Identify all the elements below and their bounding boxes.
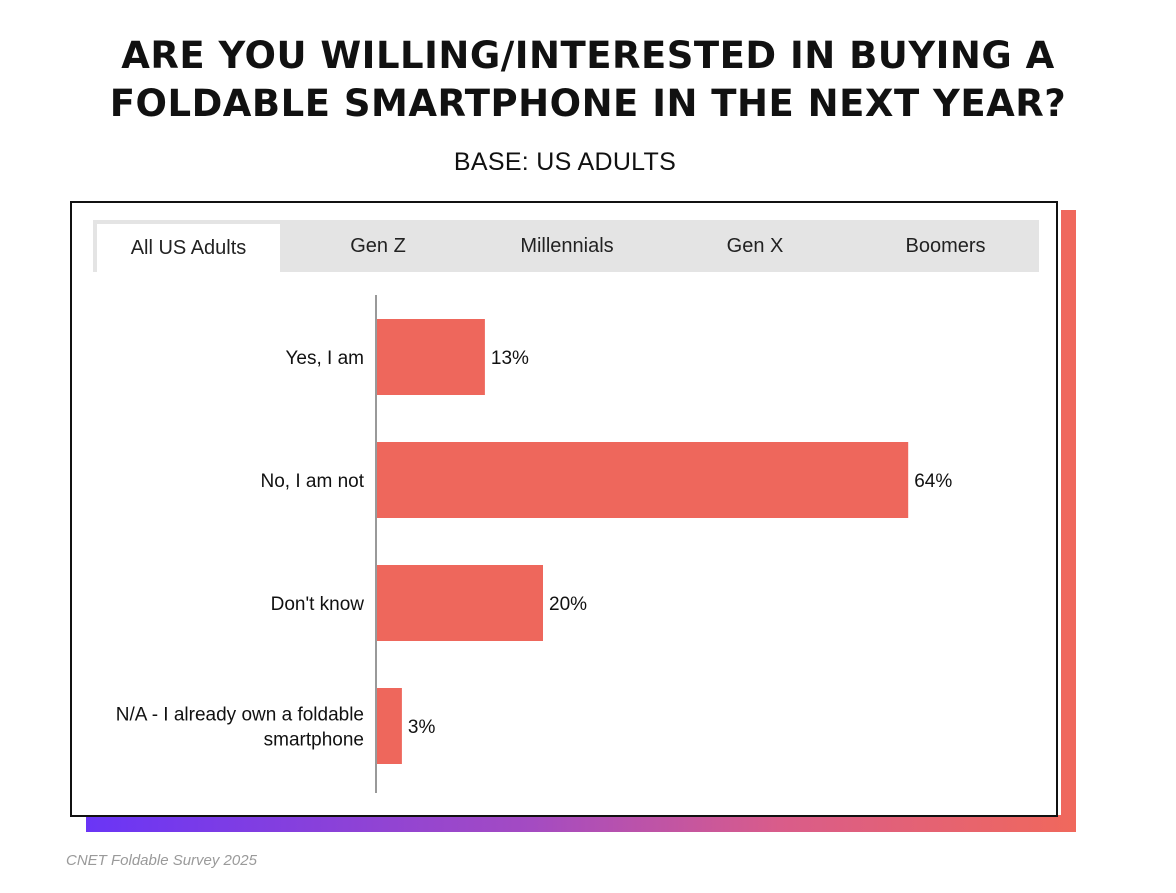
category-label-2-line-0: Don't know <box>271 594 365 615</box>
tab-gen-x[interactable]: Gen X <box>726 234 784 257</box>
category-label-3-line-1: smartphone <box>264 730 364 751</box>
tab-all-us-adults[interactable]: All US Adults <box>97 224 280 272</box>
bar-1 <box>377 442 909 518</box>
bar-3 <box>377 688 402 764</box>
chart-title: ARE YOU WILLING/INTERESTED IN BUYING A F… <box>0 32 1176 128</box>
bar-2 <box>377 565 543 641</box>
audience-tabs: All US Adults Gen Z Millennials Gen X Bo… <box>93 220 1039 272</box>
value-label-1: 64% <box>914 471 952 492</box>
category-label-3: N/A - I already own a foldable smartphone <box>116 705 364 751</box>
tab-millennials[interactable]: Millennials <box>520 234 614 257</box>
category-label-0: Yes, I am <box>285 348 364 369</box>
category-label-2: Don't know <box>271 594 365 615</box>
bar-0 <box>377 319 485 395</box>
value-label-0: 13% <box>491 348 529 369</box>
value-label-3: 3% <box>408 717 436 738</box>
chart-title-line-1: ARE YOU WILLING/INTERESTED IN BUYING A <box>121 34 1055 77</box>
tab-gen-z[interactable]: Gen Z <box>350 234 406 257</box>
category-label-0-line-0: Yes, I am <box>285 348 364 369</box>
source-note: CNET Foldable Survey 2025 <box>66 852 257 869</box>
chart-title-line-2: FOLDABLE SMARTPHONE IN THE NEXT YEAR? <box>109 82 1067 125</box>
category-label-1-line-0: No, I am not <box>261 471 365 492</box>
value-label-2: 20% <box>549 594 587 615</box>
tab-boomers[interactable]: Boomers <box>905 234 986 257</box>
chart-card: All US Adults Gen Z Millennials Gen X Bo… <box>70 201 1058 817</box>
chart-subtitle: BASE: US ADULTS <box>453 148 677 176</box>
category-label-3-line-0: N/A - I already own a foldable <box>116 705 364 726</box>
bar-chart: 13% Yes, I am 64% No, I am not 20% Don't know… <box>116 295 952 793</box>
category-label-1: No, I am not <box>261 471 365 492</box>
